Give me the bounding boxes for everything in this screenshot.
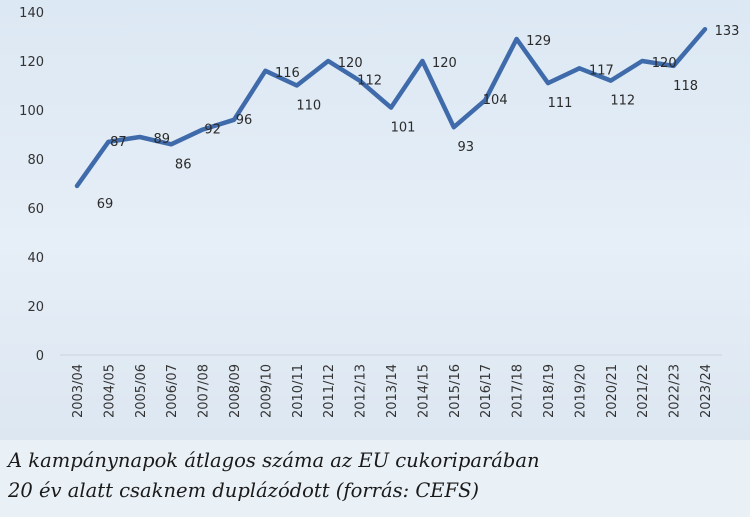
data-label: 104 xyxy=(483,93,508,108)
data-label: 110 xyxy=(296,99,321,114)
data-label: 120 xyxy=(432,56,457,71)
x-tick-label: 2006/07 xyxy=(165,364,180,418)
data-label: 133 xyxy=(715,24,740,39)
y-tick-label: 140 xyxy=(19,6,44,21)
data-label: 86 xyxy=(175,157,192,172)
chart-panel: 0 20 40 60 80 100 120 140 2003/04 2004/05 2005/06… xyxy=(0,0,750,440)
x-tick-label: 2020/21 xyxy=(605,364,620,418)
x-tick-label: 2008/09 xyxy=(228,364,243,418)
x-tick-label: 2013/14 xyxy=(385,364,400,418)
data-label: 117 xyxy=(589,63,614,78)
y-tick-label: 100 xyxy=(19,104,44,119)
data-label: 69 xyxy=(97,197,114,212)
x-tick-label: 2014/15 xyxy=(416,364,431,418)
data-label: 112 xyxy=(610,94,635,109)
x-tick-label: 2016/17 xyxy=(479,364,494,418)
line-chart: 0 20 40 60 80 100 120 140 2003/04 2004/05 2005/06… xyxy=(19,6,740,418)
data-label: 101 xyxy=(391,121,416,136)
data-labels: 69 87 89 86 92 96 116 110 120 112 101 120 93 104 129 11… xyxy=(76,24,740,212)
y-tick-label: 0 xyxy=(36,349,44,364)
x-tick-label: 2018/19 xyxy=(542,364,557,418)
x-tick-label: 2009/10 xyxy=(259,364,274,418)
y-axis-ticks: 0 20 40 60 80 100 120 140 xyxy=(19,6,44,364)
data-label: 92 xyxy=(204,123,221,138)
x-tick-label: 2003/04 xyxy=(71,364,86,418)
y-tick-label: 80 xyxy=(27,153,44,168)
data-label: 118 xyxy=(673,79,698,94)
data-label: 120 xyxy=(652,56,677,71)
x-tick-label: 2022/23 xyxy=(668,364,683,418)
x-tick-label: 2007/08 xyxy=(197,364,212,418)
data-label: 87 xyxy=(110,135,127,150)
x-tick-label: 2021/22 xyxy=(636,364,651,418)
figure-caption: A kampánynapok átlagos száma az EU cukor… xyxy=(8,446,743,506)
data-label: 120 xyxy=(338,56,363,71)
caption-line-2: 20 év alatt csaknem duplázódott (forrás:… xyxy=(8,479,480,502)
data-label: 93 xyxy=(458,140,475,155)
x-tick-label: 2019/20 xyxy=(573,364,588,418)
x-tick-label: 2012/13 xyxy=(354,364,369,418)
y-tick-label: 20 xyxy=(27,300,44,315)
data-label: 129 xyxy=(526,34,551,49)
data-label: 89 xyxy=(154,132,171,147)
y-tick-label: 60 xyxy=(27,202,44,217)
x-axis-ticks: 2003/04 2004/05 2005/06 2006/07 2007/08 2008/… xyxy=(71,364,714,418)
x-tick-label: 2010/11 xyxy=(291,364,306,418)
x-tick-label: 2015/16 xyxy=(448,364,463,418)
data-label: 111 xyxy=(548,96,573,111)
data-label: 112 xyxy=(357,74,382,89)
x-tick-label: 2011/12 xyxy=(322,364,337,418)
caption-line-1: A kampánynapok átlagos száma az EU cukor… xyxy=(8,449,540,472)
data-label: 116 xyxy=(275,66,300,81)
x-tick-label: 2005/06 xyxy=(134,364,149,418)
data-label: 96 xyxy=(236,113,253,128)
y-tick-label: 120 xyxy=(19,55,44,70)
x-tick-label: 2004/05 xyxy=(102,364,117,418)
y-tick-label: 40 xyxy=(27,251,44,266)
x-tick-label: 2017/18 xyxy=(511,364,526,418)
x-tick-label: 2023/24 xyxy=(699,364,714,418)
